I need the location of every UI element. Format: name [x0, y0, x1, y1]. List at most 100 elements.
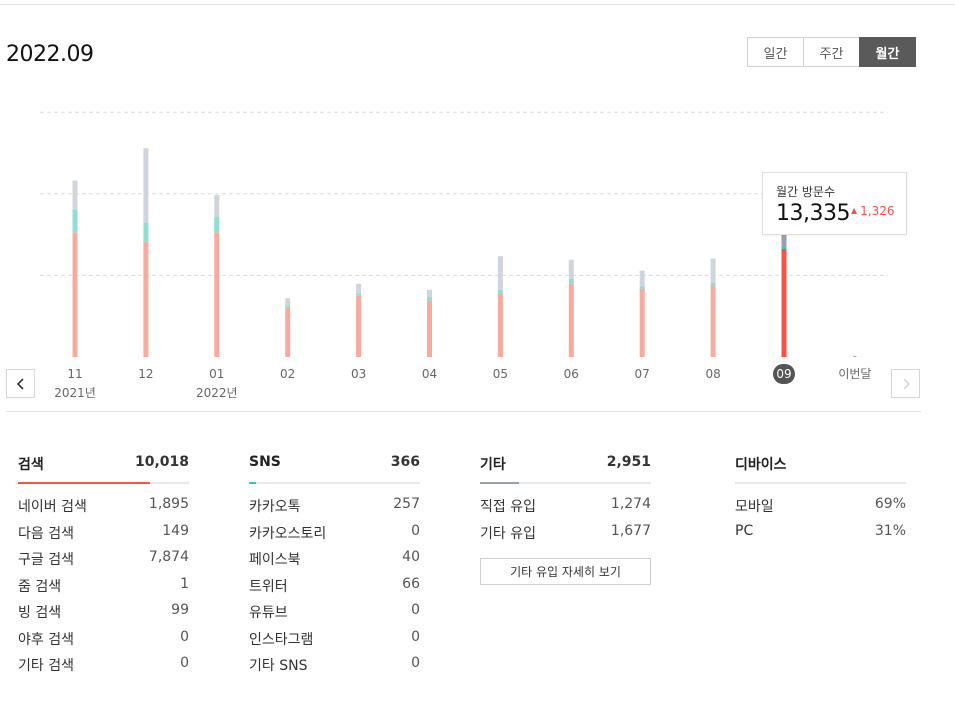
x-tick-label: 11 — [67, 367, 82, 381]
bar-segment — [710, 282, 716, 287]
x-tick-label: 06 — [564, 367, 579, 381]
row-label: 빙 검색 — [18, 605, 62, 621]
panel-header: 디바이스 — [735, 452, 906, 474]
list-item: 유튜브 0 — [249, 602, 420, 629]
row-label: PC — [735, 522, 754, 539]
panel-share-bar — [735, 482, 906, 484]
list-item: PC 31% — [735, 523, 906, 550]
chart-tooltip: 월간 방문수 13,335 ▲ 1,326 — [762, 172, 907, 235]
list-item: 기타 유입 1,677 — [480, 523, 651, 550]
list-item: 줌 검색 1 — [18, 576, 189, 603]
bar-segment — [143, 241, 149, 357]
bar-segment — [72, 209, 78, 233]
panel-total: 2,951 — [606, 454, 651, 470]
x-tick-label: 03 — [351, 367, 366, 381]
list-item: 페이스북 40 — [249, 549, 420, 576]
bar-segment — [72, 232, 78, 357]
tab-daily[interactable]: 일간 — [747, 37, 804, 67]
bar-segment — [214, 195, 220, 217]
panel-search: 검색 10,018 네이버 검색 1,895 다음 검색 149 구글 검색 7,87… — [18, 452, 189, 682]
row-value: 31% — [874, 522, 906, 539]
prev-button[interactable] — [6, 369, 35, 398]
bar-segment — [285, 298, 291, 306]
next-button[interactable] — [891, 369, 920, 398]
bar-segment — [497, 293, 503, 357]
list-item: 직접 유입 1,274 — [480, 496, 651, 523]
x-tick-label: 08 — [705, 367, 720, 381]
panel-share-fill — [18, 482, 150, 484]
bar-segment — [356, 293, 362, 296]
row-label: 직접 유입 — [480, 499, 536, 515]
panel-share-fill — [249, 482, 256, 484]
row-label: 기타 SNS — [249, 658, 308, 674]
list-item: 기타 검색 0 — [18, 655, 189, 682]
panel-device: 디바이스 모바일 69% PC 31% — [735, 452, 906, 549]
panel-header: SNS 366 — [249, 452, 420, 474]
panel-total: 366 — [390, 454, 420, 470]
bar-segment — [285, 305, 291, 308]
other-detail-button[interactable]: 기타 유입 자세히 보기 — [480, 558, 651, 585]
x-tick-label: 02 — [280, 367, 295, 381]
tab-weekly[interactable]: 주간 — [803, 37, 860, 67]
bar-segment — [427, 289, 432, 297]
x-tick-label: 07 — [635, 367, 650, 381]
tab-monthly[interactable]: 월간 — [859, 37, 916, 67]
row-value: 69% — [874, 496, 906, 512]
x-tick-label: 09 — [776, 367, 791, 381]
row-label: 구글 검색 — [18, 552, 74, 568]
list-item: 빙 검색 99 — [18, 602, 189, 629]
row-value: 1,895 — [148, 496, 189, 512]
x-tick-label: 12 — [138, 367, 153, 381]
list-item: 트위터 66 — [249, 576, 420, 603]
row-value: 0 — [180, 655, 189, 671]
year-label: 2022년 — [196, 386, 238, 400]
row-value: 99 — [171, 602, 189, 618]
row-value: 66 — [402, 575, 420, 592]
row-value: 0 — [411, 655, 420, 671]
panel-share-bar — [480, 482, 651, 484]
list-item: 구글 검색 7,874 — [18, 549, 189, 576]
bar-segment — [497, 256, 503, 290]
bar-segment — [356, 295, 362, 357]
period-tabs: 일간 주간 월간 — [747, 37, 916, 67]
list-item: 모바일 69% — [735, 496, 906, 523]
bar-segment — [143, 148, 149, 223]
row-label: 카카오톡 — [249, 499, 301, 515]
bar-segment — [214, 216, 220, 233]
bar-segment — [214, 232, 220, 357]
panel-title: 기타 — [480, 457, 506, 473]
row-label: 페이스북 — [249, 552, 301, 568]
bar-segment — [639, 286, 645, 289]
panel-header: 검색 10,018 — [18, 452, 189, 474]
row-label: 카카오스토리 — [249, 525, 327, 542]
bar-segment — [639, 270, 645, 287]
list-item: 카카오스토리 0 — [249, 523, 420, 550]
bar-segment — [639, 288, 645, 357]
row-value: 0 — [411, 628, 420, 645]
list-item: 다음 검색 149 — [18, 523, 189, 550]
bar-segment — [710, 258, 716, 283]
bar-segment — [285, 307, 291, 357]
panel-sns: SNS 366 카카오톡 257 카카오스토리 0 페이스북 40 트위터 66 유튜브… — [249, 452, 420, 682]
row-label: 인스타그램 — [249, 631, 314, 648]
panel-header: 기타 2,951 — [480, 452, 651, 474]
row-label: 기타 유입 — [480, 525, 536, 542]
row-value: 0 — [411, 522, 420, 539]
row-label: 다음 검색 — [18, 525, 74, 542]
row-label: 줌 검색 — [18, 578, 62, 595]
bar-segment — [853, 356, 857, 357]
triangle-up-icon: ▲ — [851, 206, 858, 215]
bar-segment — [568, 283, 574, 357]
x-tick-label: 01 — [209, 367, 224, 381]
row-value: 1,677 — [610, 522, 651, 539]
panel-title: 검색 — [18, 457, 44, 473]
x-tick-label: 05 — [493, 367, 508, 381]
row-value: 40 — [402, 549, 420, 565]
panel-other: 기타 2,951 직접 유입 1,274 기타 유입 1,677 기타 유입 자세히… — [480, 452, 651, 585]
list-item: 카카오톡 257 — [249, 496, 420, 523]
bar-segment — [781, 246, 787, 249]
list-item: 네이버 검색 1,895 — [18, 496, 189, 523]
bar-segment — [497, 289, 503, 294]
row-value: 0 — [180, 628, 189, 645]
tooltip-label: 월간 방문수 — [776, 185, 836, 199]
